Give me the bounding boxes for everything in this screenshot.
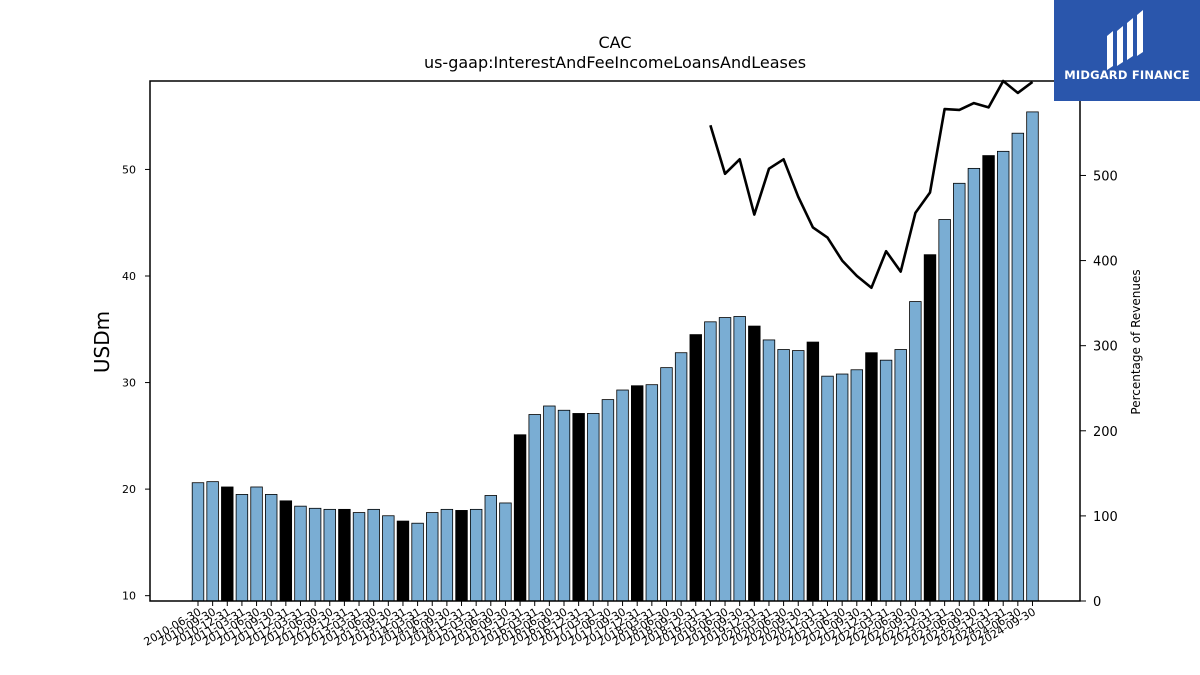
bar-2010-09-30	[206, 481, 219, 602]
bar-2019-09-30	[733, 316, 746, 602]
bar-2021-12-31	[865, 352, 878, 602]
y2-tick-label: 400	[1093, 255, 1118, 270]
bar-2011-09-30	[264, 494, 278, 602]
bar-2018-12-31	[689, 334, 702, 602]
bar-2020-12-31	[806, 341, 820, 602]
y-tick-label: 40	[122, 270, 136, 283]
bar-2016-12-31	[572, 413, 585, 602]
bar-2015-09-30	[499, 502, 512, 602]
y2-axis-ticks: 0 100 200 300 400 500	[1080, 169, 1118, 610]
bar-2016-09-30	[557, 409, 571, 602]
bar-2013-03-31	[352, 512, 366, 602]
bar-2020-09-30	[792, 350, 805, 602]
midgard-finance-logo: MIDGARD FINANCE	[1054, 0, 1200, 101]
bar-2024-06-30	[1011, 132, 1025, 602]
bar-2011-06-30	[250, 486, 263, 602]
bar-2021-06-30	[835, 373, 849, 602]
y-axis-label: USDm	[90, 311, 114, 373]
bar-2015-06-30	[484, 495, 498, 602]
bar-2022-09-30	[909, 301, 922, 602]
bar-2019-06-30	[718, 317, 732, 602]
bar-2022-12-31	[923, 254, 937, 602]
y-tick-label: 50	[122, 163, 136, 176]
y-axis-ticks: 10 20 30 40 50	[122, 163, 150, 603]
y2-tick-label: 100	[1093, 510, 1118, 525]
bar-2022-06-30	[894, 349, 907, 602]
y-tick-label: 30	[122, 377, 136, 390]
bar-2019-12-31	[748, 325, 761, 602]
bar-2010-12-31	[221, 486, 234, 602]
bar-2018-06-30	[660, 367, 673, 602]
bar-2018-09-30	[674, 352, 688, 602]
plot-frame	[149, 80, 1081, 602]
x-axis-ticks: 2010-06-302010-09-302010-12-312011-03-31…	[142, 601, 1038, 649]
bar-2017-03-31	[587, 413, 600, 602]
bar-2014-09-30	[440, 508, 454, 602]
bar-2012-09-30	[323, 508, 336, 602]
bar-2016-06-30	[543, 405, 556, 602]
bar-2014-06-30	[426, 512, 439, 602]
bar-2016-03-31	[528, 414, 541, 602]
y2-tick-label: 300	[1093, 340, 1118, 355]
bar-2021-09-30	[850, 369, 864, 602]
bar-2010-06-30	[191, 482, 205, 602]
bar-2011-03-31	[235, 494, 249, 602]
bar-2024-09-30	[1026, 111, 1039, 602]
y2-tick-label: 500	[1093, 169, 1118, 184]
bar-2020-03-31	[762, 339, 776, 602]
y2-tick-label: 0	[1093, 595, 1101, 610]
bar-series	[191, 111, 1039, 602]
midgard-logo-icon	[1107, 10, 1143, 70]
y-tick-label: 10	[122, 590, 136, 603]
bar-2017-09-30	[616, 389, 629, 602]
bar-2022-03-31	[879, 359, 893, 602]
bar-2014-03-31	[411, 522, 424, 602]
bar-2023-06-30	[953, 182, 966, 602]
logo-text: MIDGARD FINANCE	[1064, 68, 1190, 82]
y2-tick-label: 200	[1093, 425, 1118, 440]
bar-2024-03-31	[997, 150, 1010, 602]
bar-2019-03-31	[704, 321, 717, 602]
bar-2021-03-31	[821, 375, 834, 602]
percentage-line	[709, 79, 1034, 290]
bar-2023-12-31	[982, 155, 995, 602]
bar-2011-12-31	[279, 500, 293, 602]
bar-2014-12-31	[455, 510, 468, 602]
bar-2018-03-31	[645, 384, 659, 602]
bar-2013-12-31	[396, 520, 410, 602]
y2-axis-label: Percentage of Revenues	[1129, 269, 1143, 414]
bar-2023-09-30	[967, 167, 981, 602]
y-tick-label: 20	[122, 483, 136, 496]
chart-subtitle: us-gaap:InterestAndFeeIncomeLoansAndLeas…	[424, 53, 806, 72]
bar-2015-12-31	[513, 434, 527, 602]
bar-2015-03-31	[469, 508, 483, 602]
bar-2013-09-30	[382, 515, 395, 602]
bar-2012-12-31	[338, 508, 351, 602]
bar-2017-06-30	[601, 399, 615, 602]
bar-2012-06-30	[308, 507, 322, 602]
chart-title: CAC	[598, 33, 631, 52]
bar-2017-12-31	[631, 385, 644, 602]
bar-2020-06-30	[777, 349, 790, 602]
bar-2012-03-31	[294, 505, 307, 602]
bar-2023-03-31	[938, 219, 951, 602]
bar-2013-06-30	[367, 508, 380, 602]
